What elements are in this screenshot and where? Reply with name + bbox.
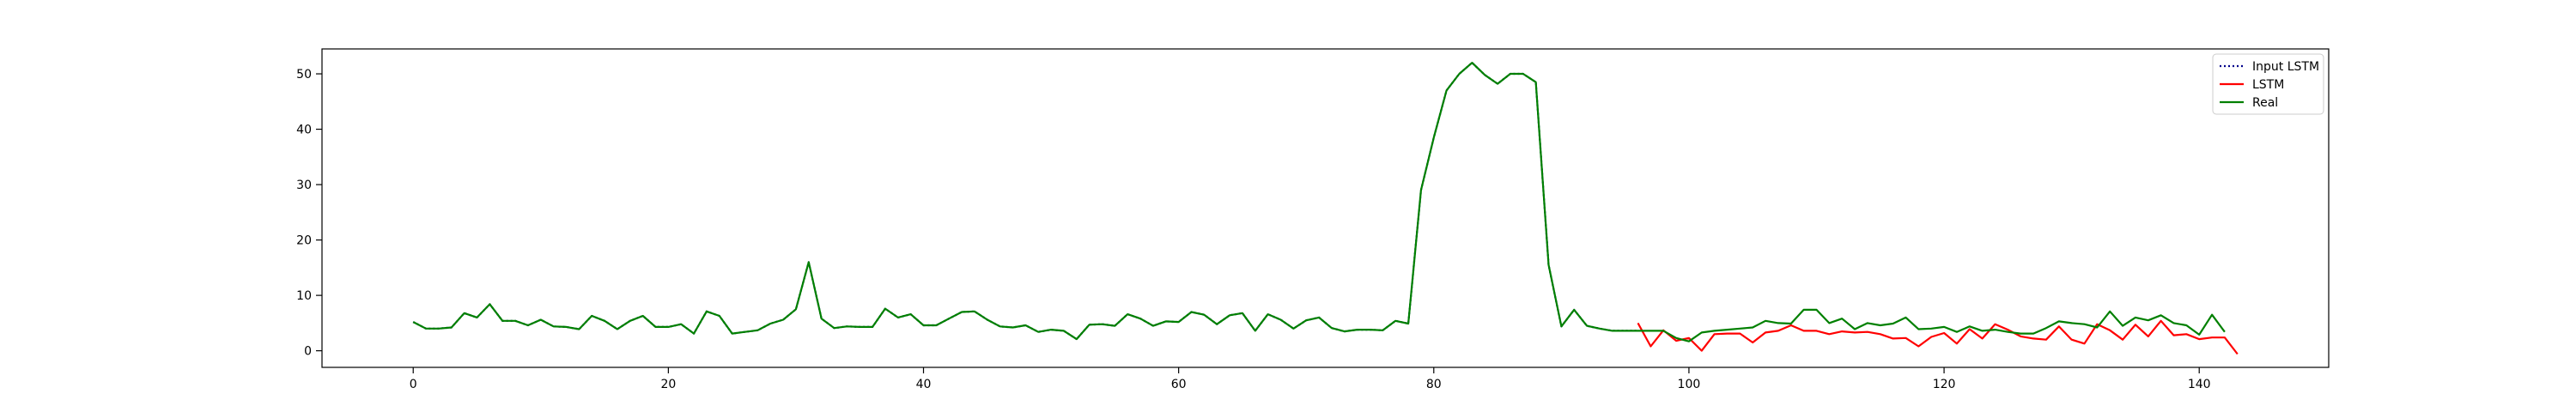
plot-area	[412, 61, 2239, 355]
legend-label: LSTM	[2252, 78, 2284, 92]
y-tick-label: 30	[296, 179, 312, 192]
y-tick-label: 20	[296, 234, 312, 248]
x-tick-label: 80	[1426, 378, 1442, 391]
series-line-lstm	[1637, 319, 2239, 355]
y-tick-label: 0	[304, 345, 312, 359]
x-tick-label: 40	[916, 378, 932, 391]
axes: 0 20 40 60 80 100 120 140 0 10 20 30 40 50	[296, 48, 2330, 391]
x-tick-label: 100	[1678, 378, 1701, 391]
y-tick-label: 40	[296, 124, 312, 137]
y-tick-label: 50	[296, 68, 312, 82]
legend: Input LSTM LSTM Real	[2212, 53, 2324, 115]
legend-label: Input LSTM	[2252, 60, 2319, 74]
y-tick-label: 10	[296, 289, 312, 303]
axes-frame	[321, 48, 2330, 368]
x-tick-label: 120	[1933, 378, 1956, 391]
x-tick-label: 20	[660, 378, 676, 391]
x-tick-label: 0	[410, 378, 417, 391]
legend-label: Real	[2252, 96, 2278, 110]
x-tick-label: 140	[2188, 378, 2211, 391]
x-tick-label: 60	[1171, 378, 1187, 391]
series-line-input-lstm	[412, 61, 1638, 341]
series-line-real	[412, 61, 2226, 342]
legend-box	[2212, 53, 2324, 115]
